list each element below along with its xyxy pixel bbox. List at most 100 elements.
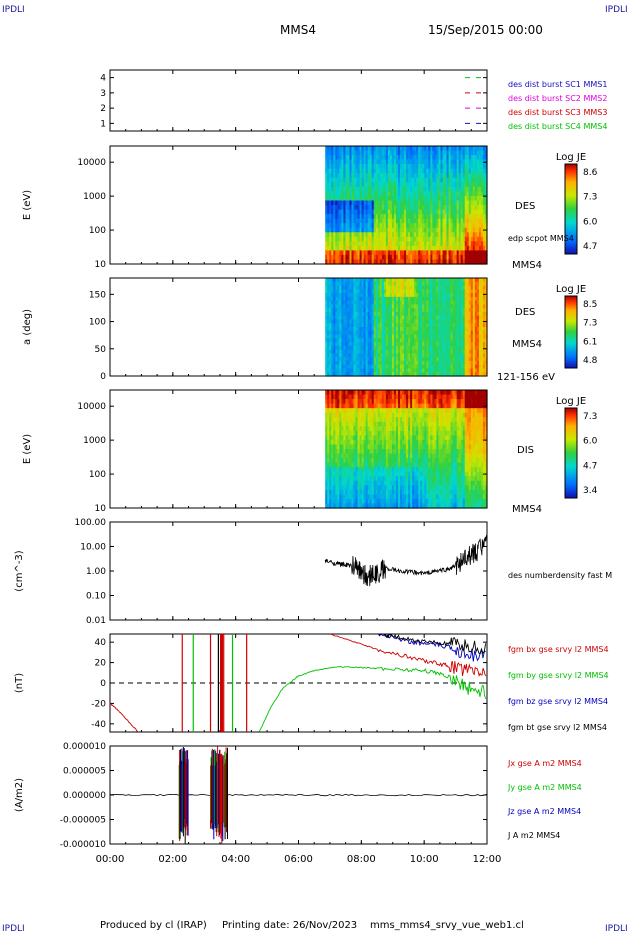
spectrogram-cell <box>357 186 361 192</box>
spectrogram-cell <box>379 155 383 161</box>
spectrogram-cell <box>341 236 344 242</box>
spectrogram-cell <box>454 155 458 161</box>
spectrogram-cell <box>331 186 334 192</box>
spectrogram-cell <box>383 182 387 188</box>
spectrogram-cell <box>434 334 438 339</box>
spectrogram-cell <box>416 159 419 165</box>
spectrogram-cell <box>349 345 353 351</box>
spectrogram-cell <box>371 164 375 170</box>
spectrogram-cell <box>482 296 486 302</box>
spectrogram-cell <box>404 218 407 224</box>
spectrogram-cell <box>337 394 340 400</box>
spectrogram-cell <box>343 349 347 354</box>
spectrogram-cell <box>436 182 440 188</box>
spectrogram-cell <box>414 364 417 370</box>
spectrogram-cell <box>393 345 397 351</box>
spectrogram-cell <box>404 281 407 287</box>
spectrogram-cell <box>458 357 462 362</box>
spectrogram-cell <box>458 223 462 229</box>
spectrogram-cell <box>367 315 371 321</box>
spectrogram-cell <box>470 319 474 324</box>
spectrogram-cell <box>420 327 423 332</box>
spectrogram-cell <box>365 408 369 414</box>
spectrogram-cell <box>426 300 429 305</box>
spectrogram-cell <box>416 241 419 247</box>
spectrogram-cell <box>410 236 413 242</box>
spectrogram-cell <box>379 278 383 283</box>
spectrogram-cell <box>456 308 460 313</box>
spectrogram-cell <box>335 177 338 183</box>
spectrogram-cell <box>341 241 344 247</box>
spectrogram-cell <box>379 334 383 339</box>
spectrogram-cell <box>387 182 391 188</box>
spectrogram-cell <box>337 285 340 290</box>
spectrogram-cell <box>410 327 413 332</box>
spectrogram-cell <box>363 259 367 265</box>
spectrogram-cell <box>444 345 448 351</box>
spectrogram-cell <box>355 182 359 188</box>
spectrogram-cell <box>391 372 395 377</box>
spectrogram-cell <box>345 177 349 183</box>
spectrogram-cell <box>361 462 365 468</box>
spectrogram-cell <box>357 296 361 302</box>
spectrogram-cell <box>452 330 456 336</box>
spectrogram-cell <box>402 146 405 152</box>
spectrogram-cell <box>428 223 431 229</box>
des_energy-y-tick-label: 10 <box>95 260 107 270</box>
spectrogram-cell <box>430 250 433 256</box>
spectrogram-cell <box>327 494 330 500</box>
spectrogram-cell <box>375 353 379 358</box>
spectrogram-cell <box>339 345 342 351</box>
spectrogram-cell <box>454 372 458 377</box>
spectrogram-cell <box>393 334 397 339</box>
spectrogram-cell <box>414 278 417 283</box>
spectrogram-cell <box>420 315 423 321</box>
spectrogram-cell <box>333 471 336 477</box>
spectrogram-cell <box>464 150 468 156</box>
spectrogram-cell <box>416 164 419 170</box>
spectrogram-cell <box>438 250 442 256</box>
spectrogram-cell <box>341 311 344 317</box>
spectrogram-cell <box>480 293 484 298</box>
spectrogram-cell <box>357 319 361 324</box>
spectrogram-cell <box>383 205 387 211</box>
spectrogram-cell <box>398 186 401 192</box>
spectrogram-cell <box>404 319 407 324</box>
spectrogram-cell <box>369 364 373 370</box>
spectrogram-cell <box>345 232 349 238</box>
spectrogram-cell <box>426 311 429 317</box>
spectrogram-cell <box>472 250 476 256</box>
spectrogram-cell <box>395 205 399 211</box>
spectrogram-cell <box>468 182 472 188</box>
spectrogram-cell <box>450 191 454 197</box>
spectrogram-cell <box>418 159 421 165</box>
spectrogram-cell <box>464 353 468 358</box>
spectrogram-cell <box>474 164 478 170</box>
spectrogram-cell <box>484 349 488 354</box>
spectrogram-cell <box>430 349 433 354</box>
spectrogram-cell <box>389 227 393 233</box>
spectrogram-cell <box>391 164 395 170</box>
spectrogram-cell <box>458 360 462 366</box>
spectrogram-cell <box>369 285 373 290</box>
spectrogram-cell <box>343 494 347 500</box>
spectrogram-cell <box>345 449 349 455</box>
spectrogram-cell <box>337 421 340 427</box>
spectrogram-cell <box>402 241 405 247</box>
spectrogram-cell <box>339 467 342 473</box>
spectrogram-cell <box>432 209 436 215</box>
spectrogram-cell <box>373 345 377 351</box>
spectrogram-cell <box>363 300 367 305</box>
spectrogram-cell <box>430 227 433 233</box>
spectrogram-cell <box>383 319 387 324</box>
spectrogram-cell <box>329 232 332 238</box>
spectrogram-cell <box>347 308 351 313</box>
spectrogram-cell <box>365 200 369 206</box>
spectrogram-cell <box>476 227 480 233</box>
spectrogram-cell <box>412 245 415 251</box>
spectrogram-cell <box>329 250 332 256</box>
spectrogram-cell <box>430 334 433 339</box>
spectrogram-cell <box>367 372 371 377</box>
spectrogram-cell <box>414 289 417 294</box>
spectrogram-cell <box>385 200 389 206</box>
